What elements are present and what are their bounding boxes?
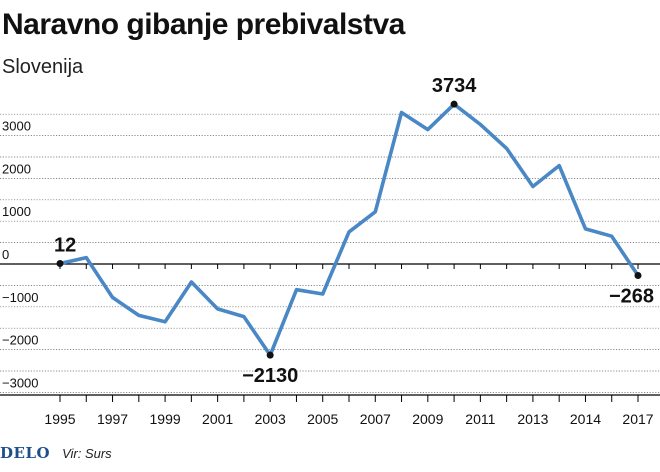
data-label: −2130: [242, 365, 298, 387]
x-tick-label: 1997: [97, 411, 128, 427]
annotated-point: [450, 100, 458, 108]
series-line: [58, 102, 640, 358]
data-label: 12: [54, 234, 76, 256]
x-tick-label: 2011: [465, 411, 495, 427]
y-tick-label: 3000: [2, 119, 31, 134]
x-tick-label: 1999: [150, 411, 181, 427]
x-tick-label: 2014: [570, 411, 601, 427]
x-tick-label: 2001: [202, 411, 233, 427]
footer: DELO Vir: Surs: [0, 444, 112, 462]
grid-layer: [0, 113, 660, 393]
x-tick-label: 2017: [622, 411, 653, 427]
x-tick-label: 2013: [517, 411, 548, 427]
annotated-point: [266, 351, 274, 359]
y-tick-label: 0: [2, 247, 9, 262]
source-note: Vir: Surs: [62, 445, 112, 461]
chart-title: Naravno gibanje prebivalstva: [2, 8, 405, 41]
annotated-point: [634, 271, 642, 279]
data-label: 3734: [432, 75, 477, 97]
y-tick-label: 1000: [2, 204, 31, 219]
y-tick-label: −2000: [2, 333, 39, 348]
axis-layer: [0, 263, 660, 402]
y-tick-label: −1000: [2, 290, 39, 305]
y-tick-label: −3000: [2, 375, 39, 390]
delo-logo: DELO: [0, 444, 51, 462]
line-layer: [58, 102, 640, 358]
annotated-point: [56, 259, 64, 267]
y-tick-label: 2000: [2, 161, 31, 176]
x-tick-label: 2009: [412, 411, 443, 427]
x-tick-label: 2005: [307, 411, 338, 427]
chart-subtitle: Slovenija: [2, 56, 84, 78]
x-tick-label: 1995: [44, 411, 75, 427]
x-tick-label: 2007: [360, 411, 391, 427]
x-tick-label: 2003: [255, 411, 286, 427]
data-label: −268: [609, 285, 654, 307]
label-layer: −3000 −2000 −1000 0 1000 2000 3000 1995 1997 1999…: [2, 75, 654, 427]
